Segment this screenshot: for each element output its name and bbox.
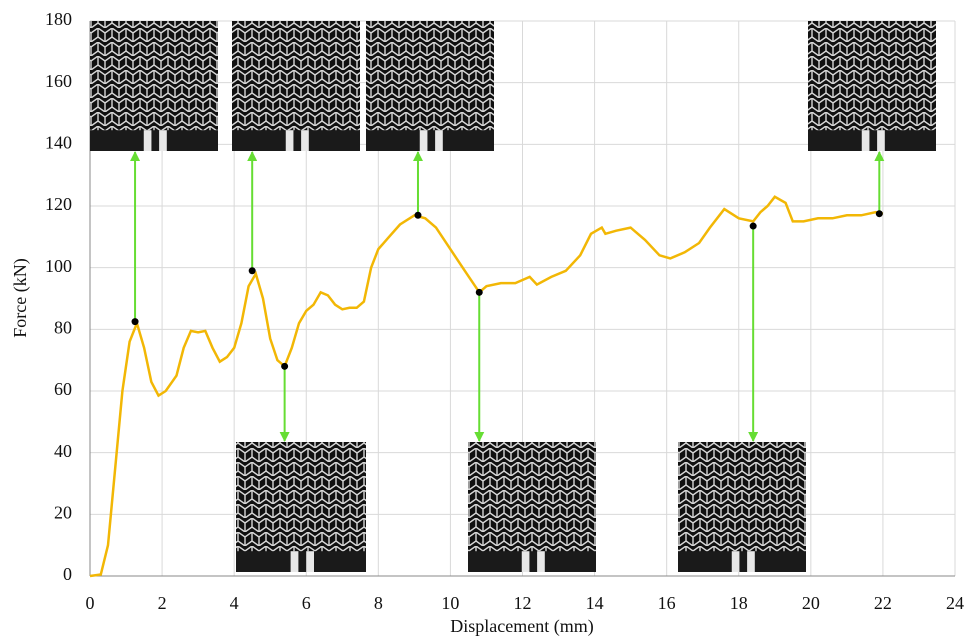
inset-base (232, 130, 360, 151)
y-tick-label: 60 (54, 379, 72, 399)
x-tick-label: 12 (514, 593, 532, 613)
y-tick-label: 120 (45, 194, 72, 214)
y-tick-label: 80 (54, 317, 72, 337)
inset-plate (877, 130, 885, 151)
point-marker (248, 267, 256, 275)
x-tick-label: 2 (158, 593, 167, 613)
inset-plate (747, 551, 755, 572)
inset-plate (861, 130, 870, 151)
x-tick-label: 16 (658, 593, 676, 613)
point-marker (475, 288, 483, 296)
inset-plate (306, 551, 314, 572)
inset-base (90, 130, 218, 151)
point-marker (875, 210, 883, 218)
y-tick-label: 160 (45, 71, 72, 91)
inset-photo (678, 442, 806, 572)
inset-photo (90, 21, 218, 151)
inset-plate (521, 551, 530, 572)
x-tick-label: 0 (86, 593, 95, 613)
y-axis-label: Force (kN) (10, 258, 31, 337)
x-tick-label: 10 (441, 593, 459, 613)
inset-plate (301, 130, 309, 151)
inset-photo (366, 21, 494, 151)
x-tick-label: 4 (230, 593, 239, 613)
point-marker (131, 318, 139, 326)
inset-plate (435, 130, 443, 151)
x-tick-label: 20 (802, 593, 820, 613)
inset-base (236, 551, 366, 572)
inset-photo (232, 21, 360, 151)
y-tick-label: 180 (45, 9, 72, 29)
y-tick-label: 100 (45, 256, 72, 276)
inset-plate (419, 130, 428, 151)
x-tick-label: 14 (586, 593, 604, 613)
inset-base (366, 130, 494, 151)
x-axis-label: Displacement (mm) (450, 616, 593, 637)
inset-base (808, 130, 936, 151)
y-tick-label: 0 (63, 564, 72, 584)
x-tick-label: 8 (374, 593, 383, 613)
x-tick-label: 24 (946, 593, 964, 613)
point-marker (414, 211, 422, 219)
inset-base (468, 551, 596, 572)
inset-photo (468, 442, 596, 572)
inset-photo (808, 21, 936, 151)
x-tick-label: 18 (730, 593, 748, 613)
inset-plate (159, 130, 167, 151)
inset-plate (285, 130, 294, 151)
inset-base (678, 551, 806, 572)
inset-plate (290, 551, 299, 572)
y-tick-label: 20 (54, 502, 72, 522)
inset-plate (537, 551, 545, 572)
point-marker (281, 362, 289, 370)
data-line (89, 195, 884, 578)
point-marker (749, 222, 757, 230)
inset-photo (236, 442, 366, 572)
y-tick-label: 140 (45, 132, 72, 152)
x-tick-label: 6 (302, 593, 311, 613)
inset-plate (143, 130, 152, 151)
inset-plate (731, 551, 740, 572)
y-tick-label: 40 (54, 441, 72, 461)
x-tick-label: 22 (874, 593, 892, 613)
